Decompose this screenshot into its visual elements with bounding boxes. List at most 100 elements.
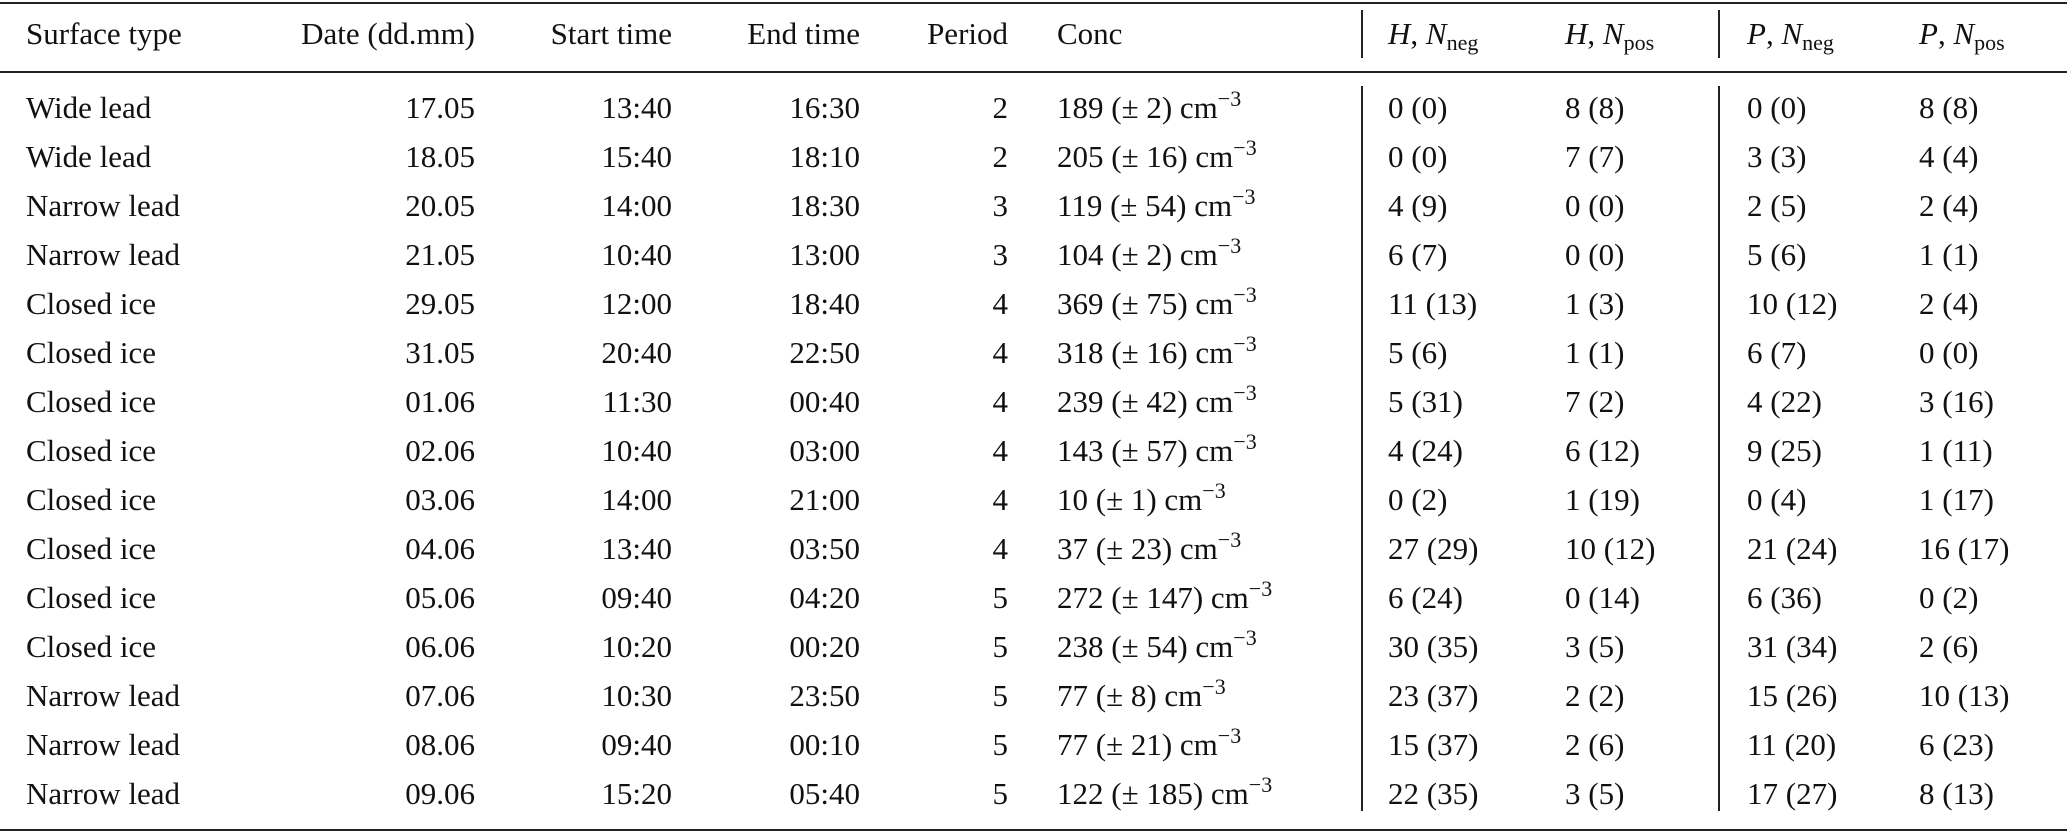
exponent: −3 [1217,233,1242,258]
table-cell: 0 (0) [1747,90,1807,125]
subscript: pos [1974,30,2005,55]
symbol: H [1388,16,1411,51]
table-cell: 27 (29) [1388,531,1479,566]
table-cell: 4 [992,433,1009,468]
table-cell: 1 (1) [1919,237,1979,272]
header-cell: H, Nneg [1388,14,1478,54]
table-cell: 5 (6) [1388,335,1448,370]
conc-cell: 37 (± 23) cm−3 [1057,529,1241,569]
table-cell: 20:40 [601,335,672,370]
table-cell: 1 (3) [1565,286,1625,321]
table-cell: 2 (4) [1919,188,1979,223]
table-cell: 5 [992,629,1009,664]
exponent: −3 [1232,184,1256,209]
table-cell: 00:40 [789,384,860,419]
table-cell: 07.06 [405,678,475,713]
unit: cm [1210,776,1249,811]
table-cell: 7 (2) [1565,384,1625,419]
table-cell: 31.05 [405,335,475,370]
table-cell: 3 (5) [1565,776,1625,811]
table-cell: Wide lead [26,139,152,174]
table-cell: 0 (0) [1565,188,1625,223]
table-cell: 1 (11) [1919,433,1993,468]
header-cell: End time [747,16,860,51]
header-cell: Surface type [26,16,182,51]
table-cell: Wide lead [26,90,152,125]
subscript: neg [1802,30,1834,55]
table-cell: 6 (24) [1388,580,1463,615]
table-cell: 30 (35) [1388,629,1479,664]
unit: cm [1179,237,1218,272]
conc-value: 77 (± 8) [1057,678,1157,713]
table-cell: 04:20 [789,580,860,615]
conc-cell: 77 (± 21) cm−3 [1057,725,1241,765]
subscript: pos [1623,30,1655,55]
table-cell: 3 (5) [1565,629,1625,664]
table-cell: 4 (9) [1388,188,1448,223]
table-cell: 0 (2) [1919,580,1979,615]
unit: cm [1195,335,1234,370]
separator: , [1937,16,1954,51]
conc-cell: 104 (± 2) cm−3 [1057,235,1241,275]
table-cell: 1 (19) [1565,482,1640,517]
table-cell: 4 [992,482,1009,517]
conc-cell: 10 (± 1) cm−3 [1057,480,1226,520]
table-cell: 6 (12) [1565,433,1640,468]
table-cell: 2 (6) [1565,727,1625,762]
table-cell: 12:00 [601,286,672,321]
table-cell: 2 (2) [1565,678,1625,713]
table-cell: 10:40 [601,237,672,272]
symbol: P [1919,16,1938,51]
table-cell: 09:40 [601,580,672,615]
table-cell: 4 [992,335,1009,370]
unit: cm [1179,531,1218,566]
table-cell: Closed ice [26,384,156,419]
exponent: −3 [1233,429,1257,454]
table-cell: 23:50 [789,678,860,713]
header-cell: Start time [550,16,672,51]
table-cell: 20.05 [405,188,475,223]
exponent: −3 [1217,86,1242,111]
table-cell: 2 (4) [1919,286,1979,321]
conc-value: 122 (± 185) [1057,776,1204,811]
table-cell: 23 (37) [1388,678,1479,713]
table-cell: Closed ice [26,531,156,566]
table-cell: 4 (24) [1388,433,1463,468]
top-rule [0,2,2067,4]
table-cell: 11:30 [602,384,672,419]
table-cell: 18:10 [789,139,860,174]
table-cell: 1 (1) [1565,335,1625,370]
table-cell: 08.06 [405,727,475,762]
conc-value: 272 (± 147) [1057,580,1204,615]
table-cell: Closed ice [26,335,156,370]
table-cell: 17 (27) [1747,776,1838,811]
table-cell: 29.05 [405,286,475,321]
table-cell: 1 (17) [1919,482,1994,517]
header-cell: H, Npos [1565,14,1654,54]
conc-cell: 369 (± 75) cm−3 [1057,284,1257,324]
column-divider [1718,10,1720,58]
exponent: −3 [1233,331,1257,356]
table-cell: 3 (16) [1919,384,1994,419]
table-cell: 8 (8) [1565,90,1625,125]
table-cell: Narrow lead [26,776,181,811]
table-cell: 01.06 [405,384,475,419]
unit: cm [1210,580,1249,615]
conc-value: 10 (± 1) [1057,482,1157,517]
table-cell: Narrow lead [26,188,181,223]
table-cell: 03:00 [789,433,860,468]
conc-cell: 119 (± 54) cm−3 [1057,186,1256,226]
unit: cm [1194,188,1233,223]
conc-value: 77 (± 21) [1057,727,1173,762]
table-cell: 6 (23) [1919,727,1994,762]
table-cell: 5 [992,678,1009,713]
conc-value: 104 (± 2) [1057,237,1173,272]
table-cell: Closed ice [26,580,156,615]
table-cell: 15:40 [601,139,672,174]
table-cell: 3 [992,188,1009,223]
table-cell: 14:00 [601,188,672,223]
table-cell: 03:50 [789,531,860,566]
unit: cm [1195,384,1234,419]
conc-cell: 318 (± 16) cm−3 [1057,333,1257,373]
table-cell: 21.05 [405,237,475,272]
